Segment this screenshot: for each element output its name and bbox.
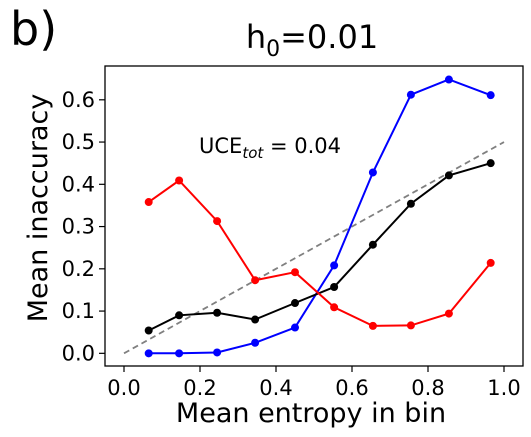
x-axis-ticks: 0.0 0.2 0.4 0.6 0.8 1.0: [107, 366, 521, 400]
x-tick-label: 0.6: [335, 376, 368, 400]
series-red-point: [486, 258, 495, 267]
uce-annotation: UCEtot = 0.04: [199, 134, 341, 162]
chart-title-main: h: [246, 18, 266, 56]
x-axis-label: Mean entropy in bin: [176, 398, 446, 429]
series-blue-point: [330, 261, 339, 270]
x-tick-label: 0.4: [259, 376, 292, 400]
x-tick-label: 0.8: [411, 376, 444, 400]
series-black-point: [486, 159, 495, 168]
series-black-point: [144, 326, 153, 335]
series-blue-point: [213, 348, 222, 357]
plot-frame: [104, 65, 524, 367]
y-tick-label: 0.0: [62, 341, 95, 365]
series-black-point: [175, 311, 184, 320]
series-black-line: [148, 162, 491, 332]
y-tick-label: 0.5: [62, 130, 95, 154]
series-blue-point: [291, 323, 299, 332]
series-blue-point: [368, 168, 377, 177]
series-red-line: [148, 179, 492, 327]
series-blue-point: [175, 349, 184, 358]
y-axis-label: Mean inaccuracy: [23, 94, 54, 323]
series-black-point: [406, 199, 415, 208]
chart-title-rest: =0.01: [280, 18, 378, 56]
series-red-point: [406, 321, 415, 330]
y-tick-label: 0.4: [62, 172, 95, 196]
series-blue-point: [144, 349, 153, 358]
uce-annotation-subscript: tot: [242, 144, 264, 162]
reference-line-layer: [123, 141, 505, 355]
x-tick-label: 1.0: [487, 376, 520, 400]
uce-annotation-rest: = 0.04: [263, 134, 341, 158]
series-black-point: [251, 315, 260, 324]
series-black-point: [330, 282, 339, 291]
series-black-point: [444, 171, 453, 180]
series-red: [144, 176, 495, 330]
y-tick-label: 0.2: [62, 257, 95, 281]
series-layer: [144, 75, 495, 358]
series-blue-point: [251, 338, 260, 347]
series-red-point: [368, 321, 377, 330]
series-black: [144, 159, 495, 335]
series-black-point: [291, 299, 299, 308]
series-blue-point: [486, 91, 495, 100]
chart-title-subscript: 0: [266, 37, 280, 62]
series-blue-point: [406, 90, 415, 99]
y-axis-ticks: 0.0 0.1 0.2 0.3 0.4 0.5 0.6: [62, 88, 105, 365]
chart-title: h0=0.01: [246, 18, 378, 62]
series-red-point: [144, 198, 153, 207]
uce-annotation-main: UCE: [199, 134, 242, 158]
reference-diagonal-line: [123, 141, 505, 355]
series-red-point: [444, 309, 453, 318]
x-tick-label: 0.0: [107, 376, 140, 400]
series-blue-point: [444, 75, 453, 84]
series-red-point: [213, 217, 222, 226]
y-tick-label: 0.6: [62, 88, 95, 112]
series-red-point: [291, 268, 299, 277]
y-tick-label: 0.1: [62, 299, 95, 323]
panel-label: b): [10, 2, 57, 56]
series-black-point: [368, 240, 377, 249]
y-tick-label: 0.3: [62, 215, 95, 239]
series-red-point: [330, 303, 339, 312]
series-red-point: [175, 176, 184, 185]
series-blue: [144, 75, 495, 358]
series-red-point: [251, 276, 260, 285]
series-black-point: [213, 308, 222, 317]
series-blue-line: [148, 78, 492, 355]
x-tick-label: 0.2: [183, 376, 216, 400]
